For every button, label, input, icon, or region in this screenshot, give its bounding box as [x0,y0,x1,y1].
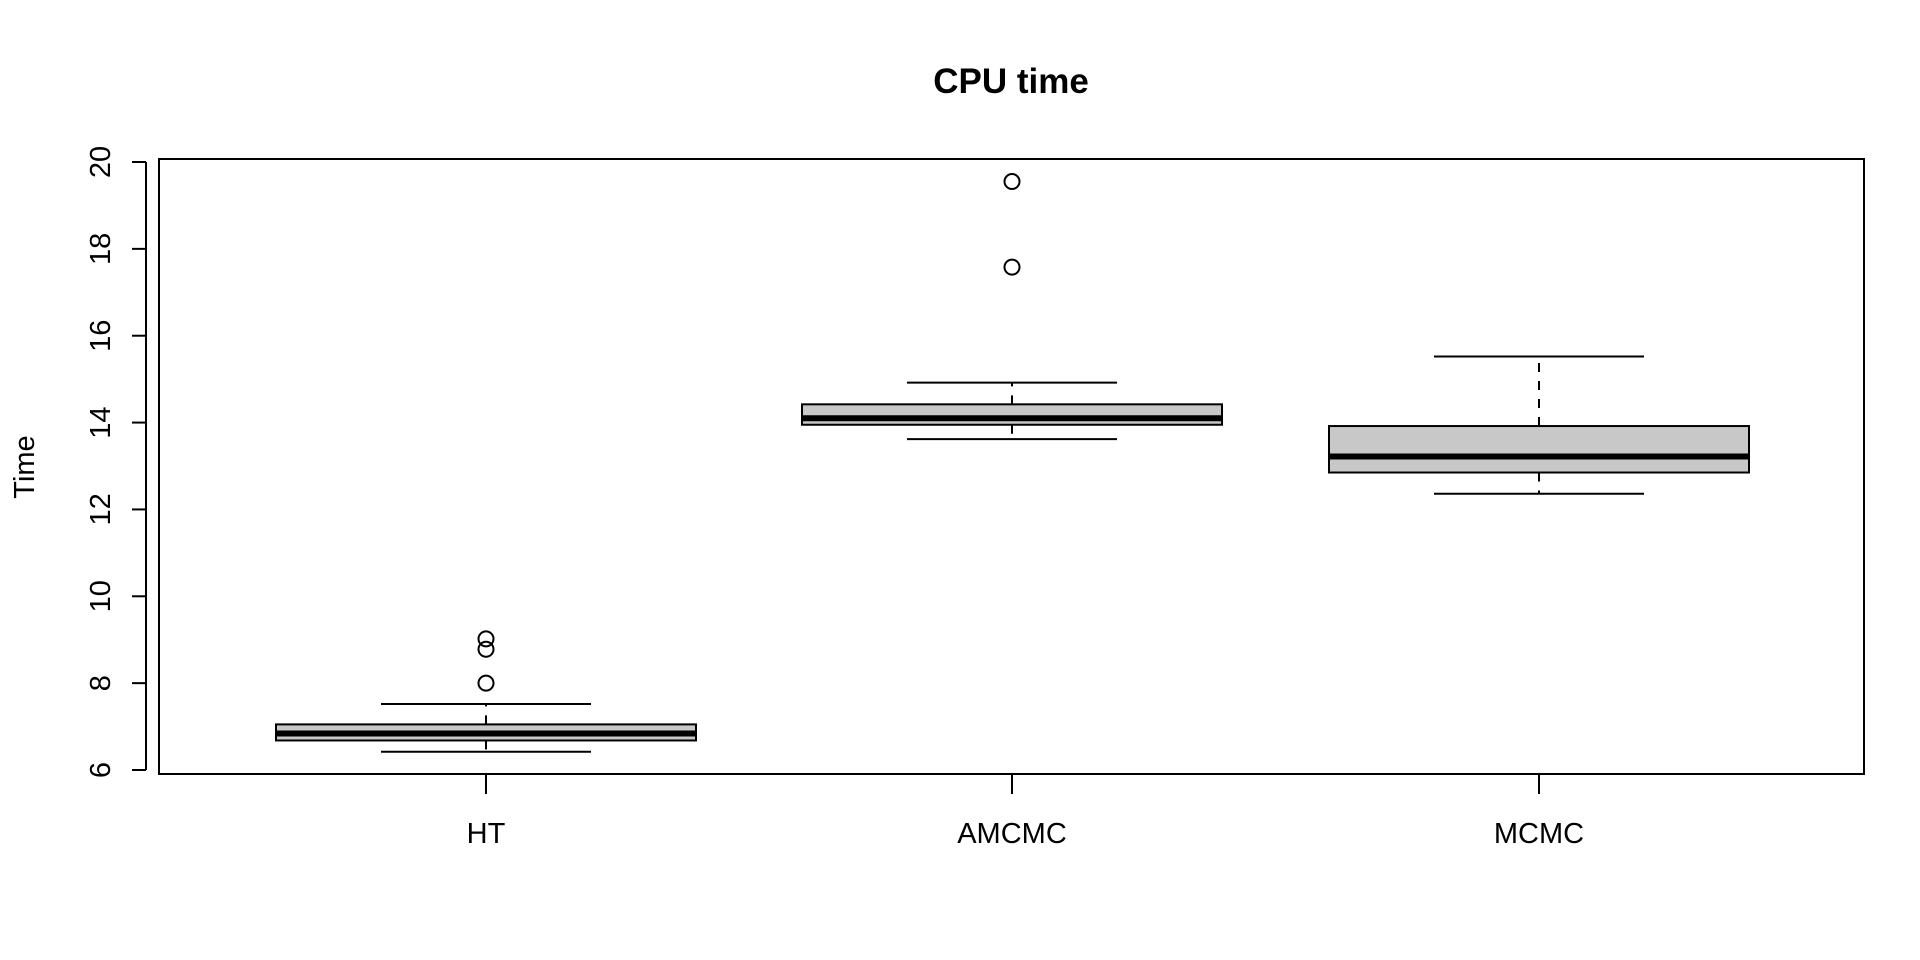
outlier-point [1003,173,1021,191]
box-iqr [801,403,1223,426]
box-amcmc [801,173,1223,441]
boxes [275,173,1750,753]
y-axis-label: Time [9,435,41,498]
y-tick-label: 6 [85,762,117,778]
y-tick-label: 10 [85,580,117,612]
y-tick-label: 20 [85,146,117,178]
outlier-point [477,640,495,658]
box-iqr [1328,425,1750,474]
y-tick-label: 16 [85,320,117,352]
x-tick-label: AMCMC [957,818,1067,850]
x-axis: HT AMCMC MCMC [467,774,1584,850]
x-tick-label: MCMC [1494,818,1584,850]
y-tick-label: 18 [85,233,117,265]
y-axis: 6 8 10 12 14 16 18 20 [85,146,147,778]
chart-title: CPU time [933,62,1089,101]
x-tick-label: HT [467,818,506,850]
box-mcmc [1328,355,1750,495]
y-tick-label: 8 [85,675,117,691]
outlier-point [477,630,495,648]
outlier-point [477,674,495,692]
y-tick-label: 14 [85,406,117,438]
outlier-point [1003,258,1021,276]
box-ht [275,630,697,753]
y-tick-label: 12 [85,493,117,525]
